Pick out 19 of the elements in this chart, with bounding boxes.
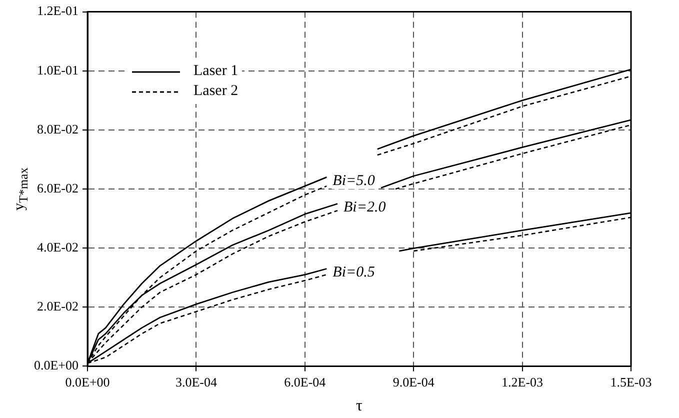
x-tick-label: 9.0E-04 [392, 374, 435, 390]
annotation: Bi=5.0 [332, 173, 376, 190]
y-tick-label: 6.0E-02 [36, 180, 79, 196]
x-axis-title: τ [356, 398, 364, 415]
x-tick-label: 3.0E-04 [175, 374, 218, 390]
x-tick-label: 1.5E-03 [610, 374, 652, 390]
legend-label: Laser 1 [194, 63, 238, 80]
y-tick-label: 1.0E-01 [36, 62, 79, 78]
x-tick-label: 1.2E-03 [502, 374, 544, 390]
y-tick-label: 1.2E-01 [36, 3, 79, 18]
annotation: Bi=2.0 [344, 200, 386, 216]
y-tick-label: 0.0E+00 [34, 358, 79, 373]
x-tick-label: 0.0E+00 [65, 374, 110, 390]
annotation: Bi=0.5 [332, 264, 376, 281]
y-tick-label: 2.0E-02 [36, 298, 79, 314]
y-tick-label: 4.0E-02 [36, 239, 79, 254]
y-tick-label: 8.0E-02 [36, 121, 79, 136]
legend-label: Laser 2 [194, 83, 238, 100]
x-tick-label: 6.0E-04 [284, 374, 326, 390]
